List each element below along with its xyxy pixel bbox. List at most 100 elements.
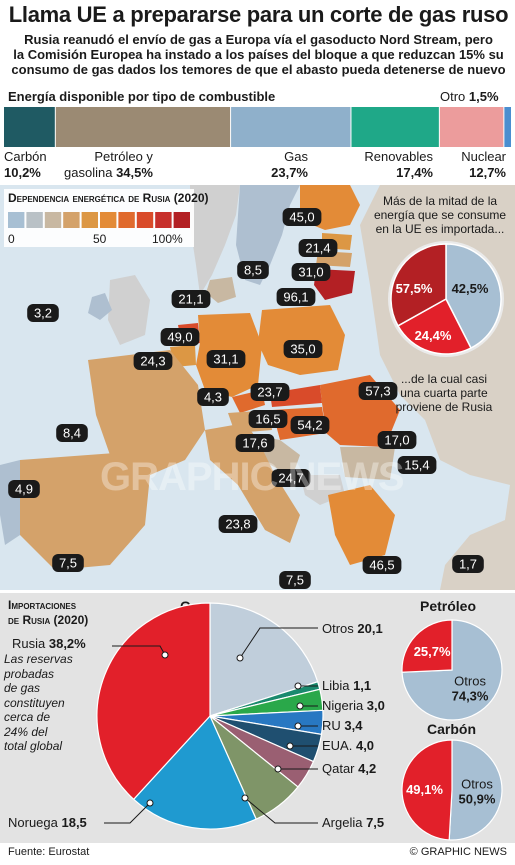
- energy-label-renewables: Renovables 17,4%: [355, 149, 433, 181]
- gas-leader-dot: [274, 765, 282, 773]
- import-pie-chart: 42,5% 24,4% 57,5%: [390, 243, 502, 355]
- gas-pie-slice: [209, 602, 319, 717]
- energy-label-oil: Petróleo y gasolina 34,5%: [64, 149, 153, 181]
- gas-leader-dot: [296, 702, 304, 710]
- gas-note-line: Las reservas: [4, 652, 73, 666]
- watermark: GRAPHIC NEWS: [100, 455, 405, 499]
- import-pie-label: 24,4%: [415, 328, 452, 343]
- page-title: Llama UE a prepararse para un corte de g…: [8, 2, 509, 27]
- country-slovakia: [270, 385, 322, 407]
- scale-swatch: [8, 212, 25, 228]
- imports-title-line: Importaciones: [8, 598, 77, 612]
- gas-slice-label: Nigeria 3,0: [322, 698, 385, 713]
- coal-title: Carbón: [427, 721, 476, 737]
- energy-bar: [0, 97, 515, 147]
- gas-leader-line: [239, 627, 318, 659]
- energy-renewables-name: Renovables: [364, 149, 433, 164]
- import-pie-slice: [390, 243, 447, 327]
- gas-slice-label: EUA. 4,0: [322, 738, 374, 753]
- gas-note: Las reservas probadas de gas constituyen…: [4, 652, 73, 754]
- gas-note-line: total global: [4, 739, 63, 753]
- import-pie-label: 57,5%: [396, 281, 433, 296]
- energy-segment: [231, 107, 351, 147]
- gas-leader-dot: [294, 722, 302, 730]
- gas-slice-label: Libia 1,1: [322, 678, 371, 693]
- gas-leader-dot: [146, 799, 154, 807]
- energy-segment: [439, 107, 504, 147]
- pie-others-name: Otros: [454, 673, 486, 688]
- pie-russia-slice: [401, 619, 453, 673]
- scale-swatch: [63, 212, 80, 228]
- country-greece: [328, 485, 395, 565]
- import-pie-label: 42,5%: [452, 281, 489, 296]
- pie-others-slice: [401, 619, 503, 721]
- gas-leader-line: [244, 797, 318, 824]
- gas-pie-slice: [96, 602, 211, 801]
- energy-segment: [4, 107, 55, 147]
- country-germany: [196, 313, 262, 397]
- gas-note-line: cerca de: [4, 710, 51, 724]
- source: Fuente: Eurostat: [8, 846, 90, 858]
- scale-swatch: [155, 212, 172, 228]
- country-poland: [258, 305, 345, 375]
- energy-oil-name-2: gasolina: [64, 165, 113, 180]
- pie-others-label: 74,3%: [452, 688, 489, 703]
- land-norway: [190, 185, 240, 295]
- gas-note-line: 24% del: [4, 724, 48, 739]
- energy-other-label: Otro 1,5%: [440, 89, 499, 104]
- gas-pie-slice: [132, 714, 257, 830]
- gas-leader-dot: [161, 651, 169, 659]
- energy-segment: [351, 107, 439, 147]
- country-spain: [20, 453, 150, 570]
- russia-note: ...de la cual casi una cuarta parte prov…: [380, 372, 508, 414]
- pie-others-label: 50,9%: [459, 792, 496, 807]
- gas-leader-line: [104, 802, 151, 824]
- gas-note-line: de gas: [4, 681, 41, 695]
- country-denmark: [206, 277, 236, 303]
- gas-pie-chart: Rusia 38,2% Otros 20,1 Libia 1,1 Nigeria 3,…: [8, 602, 385, 830]
- scale-swatch: [44, 212, 62, 228]
- country-bulgaria: [340, 447, 395, 480]
- country-estonia: [322, 233, 352, 250]
- energy-segment: [55, 107, 231, 147]
- gas-leader-dot: [294, 682, 302, 690]
- energy-segment: [504, 107, 511, 147]
- energy-gas-value: 23,7%: [271, 165, 308, 180]
- gas-leader-dot: [236, 654, 244, 662]
- energy-nuclear-value: 12,7%: [469, 165, 506, 180]
- energy-nuclear-name: Nuclear: [461, 149, 506, 164]
- pie-others-slice: [448, 739, 503, 841]
- russia-note-line: proviene de Rusia: [395, 400, 493, 414]
- import-note: Más de la mitad de la energía que se con…: [372, 194, 508, 236]
- scale-tick-0: 0: [8, 232, 15, 246]
- gas-slice-label: Argelia 7,5: [322, 815, 384, 830]
- scale-swatch: [100, 212, 117, 228]
- energy-section-label: Energía disponible por tipo de combustib…: [8, 89, 276, 104]
- energy-gas-name: Gas: [284, 149, 308, 164]
- subtitle-line: la Comisión Europea ha instado a los paí…: [13, 47, 504, 62]
- energy-label-carbon: Carbón 10,2%: [4, 149, 47, 181]
- country-latvia: [316, 251, 352, 267]
- imports-title-line: de Rusia (2020): [8, 613, 89, 627]
- import-pie-slice: [445, 243, 502, 350]
- scale-swatch: [136, 212, 154, 228]
- energy-other-name: Otro: [440, 89, 466, 104]
- russia-note-line: una cuarta parte: [400, 386, 488, 400]
- energy-other-value: 1,5%: [468, 89, 499, 104]
- country-portugal: [0, 460, 20, 545]
- country-italy: [205, 423, 300, 543]
- scale-tick-100: 100%: [152, 232, 183, 246]
- russia-note-line: ...de la cual casi: [400, 372, 488, 386]
- import-note-line: en la UE es importada...: [375, 222, 505, 236]
- import-pie-slice: [396, 297, 472, 355]
- gas-note-line: probadas: [4, 666, 55, 681]
- energy-label-gas: Gas 23,7%: [268, 149, 308, 181]
- energy-oil-value: 34,5%: [116, 165, 153, 180]
- pie-russia-slice: [401, 739, 453, 841]
- energy-oil-name-1: Petróleo y: [94, 149, 153, 164]
- credit: © GRAPHIC NEWS: [409, 846, 507, 858]
- gas-leader-dot: [241, 794, 249, 802]
- gas-slice-label: Otros 20,1: [322, 621, 383, 636]
- energy-carbon-value: 10,2%: [4, 165, 41, 180]
